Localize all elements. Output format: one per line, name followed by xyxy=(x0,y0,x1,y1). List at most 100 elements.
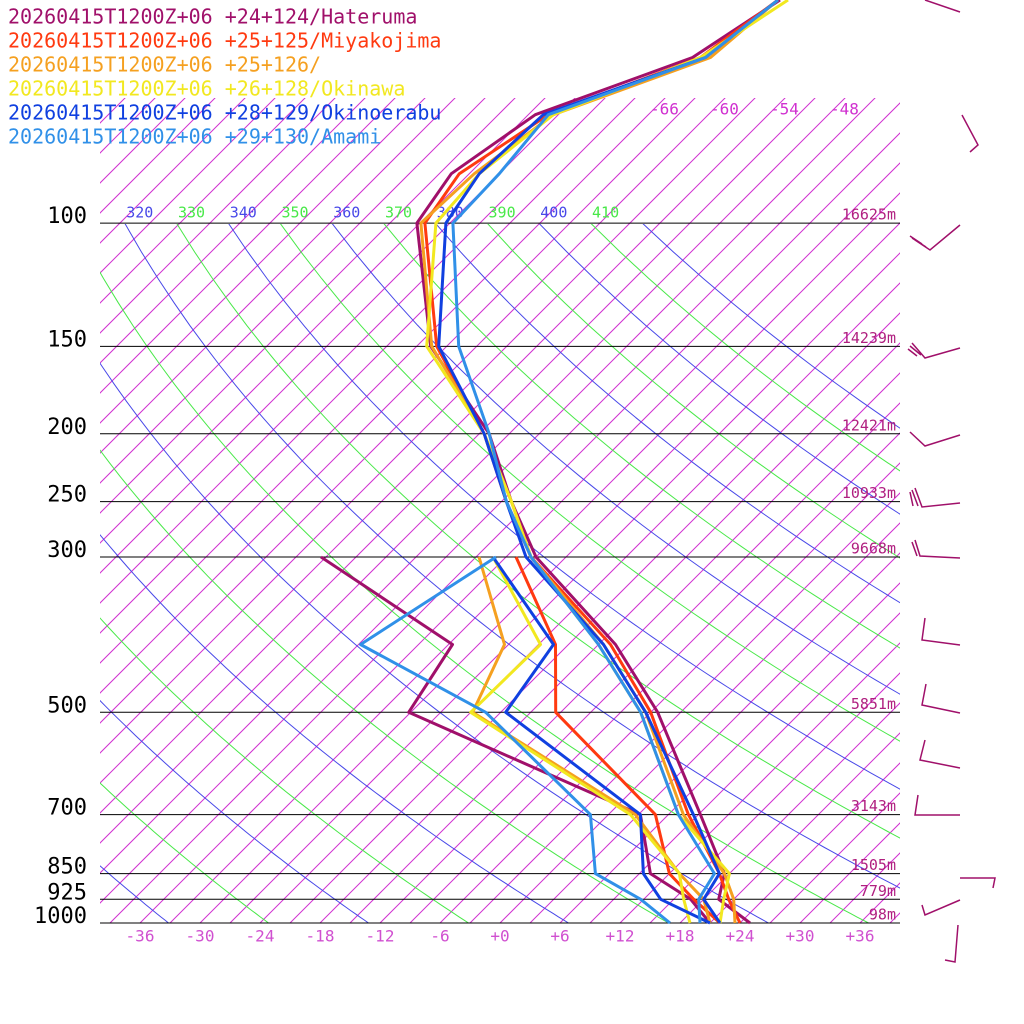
wind-barb xyxy=(921,899,961,917)
dewpoint-line xyxy=(469,556,692,924)
x-tick-label: +6 xyxy=(550,927,569,946)
dry-adiabat xyxy=(100,617,469,923)
wind-barb xyxy=(961,114,979,153)
theta-label: 410 xyxy=(592,204,619,222)
height-label: 9668m xyxy=(851,540,896,558)
isotherm xyxy=(100,98,576,574)
wind-barb xyxy=(960,877,996,889)
dewpoint-line xyxy=(491,556,711,925)
isotherm xyxy=(100,98,876,874)
temperature-line xyxy=(451,0,779,924)
dry-adiabat xyxy=(487,224,900,559)
y-tick-label: 1000 xyxy=(34,904,87,929)
y-tick-label: 850 xyxy=(47,855,87,880)
wind-barb xyxy=(924,0,961,13)
y-tick-label: 300 xyxy=(47,538,87,563)
x-tick-label: -18 xyxy=(306,927,335,946)
isotherm xyxy=(679,702,900,923)
isotherm xyxy=(100,98,516,514)
wind-barb xyxy=(921,683,961,714)
isotherm xyxy=(100,98,786,784)
isotherm xyxy=(649,672,900,923)
isotherm xyxy=(100,98,726,724)
wind-barb xyxy=(911,539,961,559)
height-label: 5851m xyxy=(851,695,896,713)
isotherm xyxy=(499,522,900,923)
legend-entry: 20260415T1200Z+06 +25+126/ xyxy=(8,53,321,77)
isotherm xyxy=(100,98,306,304)
wind-barb xyxy=(944,924,959,963)
dry-adiabat xyxy=(100,449,669,923)
isotherm xyxy=(559,582,900,923)
wind-barb xyxy=(919,739,961,769)
dry-adiabat xyxy=(280,224,900,742)
isotherm xyxy=(619,642,900,923)
isotherm xyxy=(100,98,396,394)
wind-barb xyxy=(907,342,961,359)
height-label: 1505m xyxy=(851,856,896,874)
isotherm xyxy=(199,222,900,923)
theta-label: 360 xyxy=(333,204,360,222)
dry-adiabat xyxy=(100,865,169,923)
y-tick-label: 500 xyxy=(47,693,87,718)
height-label: 779m xyxy=(860,882,896,900)
theta-label: 330 xyxy=(178,204,205,222)
isotherm xyxy=(100,98,816,814)
dry-adiabat xyxy=(383,224,900,649)
height-label: 3143m xyxy=(851,797,896,815)
isotherm xyxy=(100,98,636,634)
dry-adiabat xyxy=(100,271,869,923)
isotherm xyxy=(109,132,900,923)
isotherm xyxy=(100,98,216,214)
dry-adiabat xyxy=(538,224,900,515)
legend-entry: 20260415T1200Z+06 +24+124/Hateruma xyxy=(8,5,417,29)
height-label: 10933m xyxy=(842,484,896,502)
x-tick-label: -36 xyxy=(126,927,155,946)
isotherm xyxy=(100,98,336,334)
isotherm-label: -66 xyxy=(650,100,679,119)
isotherm xyxy=(100,98,846,844)
x-tick-label: +12 xyxy=(606,927,635,946)
wind-barbs xyxy=(907,0,996,963)
legend-entry: 20260415T1200Z+06 +26+128/Okinawa xyxy=(8,77,405,101)
x-tick-label: +30 xyxy=(786,927,815,946)
dry-adiabat xyxy=(228,224,900,790)
height-label: 16625m xyxy=(842,206,896,224)
isotherm xyxy=(289,312,900,923)
theta-label: 370 xyxy=(385,204,412,222)
isotherm xyxy=(100,98,456,454)
x-tick-label: +18 xyxy=(666,927,695,946)
legend-entry: 20260415T1200Z+06 +29+130/Amami xyxy=(8,125,381,149)
isotherm xyxy=(100,98,186,184)
isotherm xyxy=(529,552,900,923)
isotherm xyxy=(100,98,246,244)
x-tick-label: -24 xyxy=(246,927,275,946)
dry-adiabat xyxy=(331,224,900,695)
isotherm xyxy=(439,462,900,923)
isotherm-label: -48 xyxy=(830,100,859,119)
dewpoint-line xyxy=(514,556,722,925)
isotherm xyxy=(100,98,756,754)
isotherm-label: -54 xyxy=(770,100,799,119)
isotherm xyxy=(739,762,900,923)
height-label: 98m xyxy=(869,906,896,924)
wind-barb xyxy=(909,431,961,447)
dewpoint-line xyxy=(359,555,671,925)
height-label: 14239m xyxy=(842,329,896,347)
height-label: 12421m xyxy=(842,416,896,434)
theta-label: 320 xyxy=(126,204,153,222)
isotherm xyxy=(319,342,900,923)
dry-adiabat xyxy=(435,224,900,604)
y-tick-label: 100 xyxy=(47,204,87,229)
dry-adiabat xyxy=(124,224,900,889)
isotherm xyxy=(100,98,366,364)
dry-adiabat xyxy=(176,224,900,839)
theta-label: 340 xyxy=(230,204,257,222)
x-tick-label: +24 xyxy=(726,927,755,946)
dry-adiabats xyxy=(100,224,900,923)
x-tick-label: -6 xyxy=(430,927,449,946)
y-tick-label: 925 xyxy=(47,880,87,905)
